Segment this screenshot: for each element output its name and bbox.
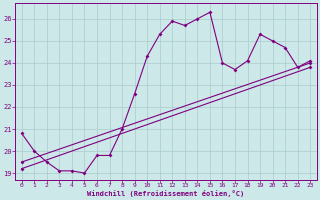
X-axis label: Windchill (Refroidissement éolien,°C): Windchill (Refroidissement éolien,°C) bbox=[87, 190, 244, 197]
